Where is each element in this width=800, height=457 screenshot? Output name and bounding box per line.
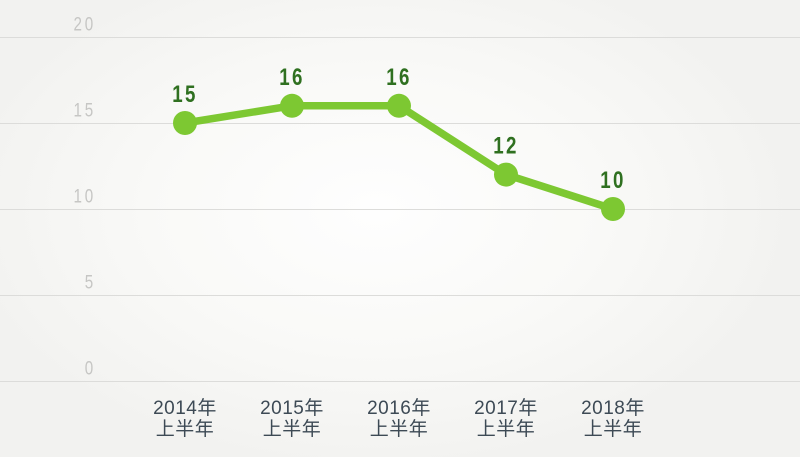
x-axis-label-line1: 2016年 [367, 397, 431, 419]
x-axis-label-line2: 上半年 [477, 418, 536, 440]
x-axis-label-line2: 上半年 [370, 418, 429, 440]
data-point [173, 111, 197, 135]
data-point [494, 162, 518, 187]
x-axis-label-line1: 2017年 [474, 397, 538, 419]
x-axis-label-line1: 2018年 [581, 397, 645, 419]
x-axis-label-line2: 上半年 [156, 418, 215, 440]
data-point [601, 197, 625, 221]
value-label: 16 [279, 64, 305, 91]
y-tick-label: 0 [85, 357, 96, 379]
series-line [181, 102, 617, 213]
value-label: 16 [386, 64, 412, 91]
y-tick-label: 10 [73, 185, 96, 207]
value-label: 10 [600, 167, 626, 194]
y-tick-label: 5 [85, 271, 96, 293]
value-label: 12 [493, 132, 519, 159]
y-tick-label: 15 [73, 99, 96, 121]
x-axis-label-line1: 2014年 [153, 397, 217, 419]
x-axis-label-line2: 上半年 [584, 418, 643, 440]
x-axis-label-line1: 2015年 [260, 397, 324, 419]
data-point [280, 93, 304, 118]
y-tick-label: 20 [73, 13, 96, 35]
value-label: 15 [172, 81, 198, 108]
x-axis-label-line2: 上半年 [263, 418, 322, 440]
data-point [387, 93, 411, 118]
